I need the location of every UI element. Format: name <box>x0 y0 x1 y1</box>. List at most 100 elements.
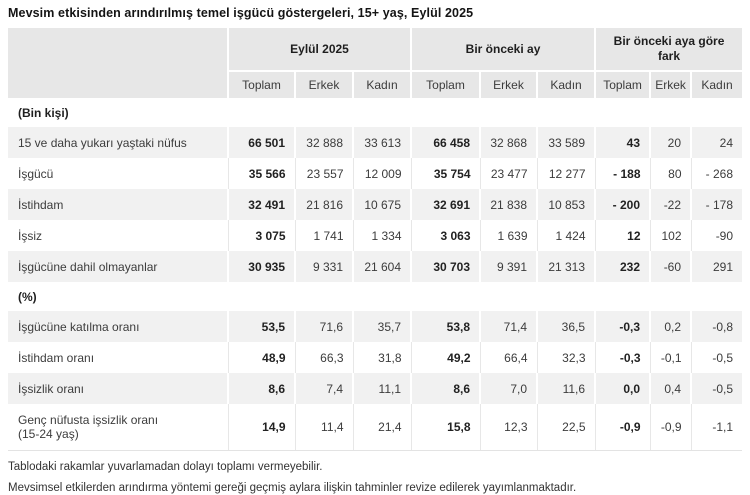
row-label: 15 ve daha yukarı yaştaki nüfus <box>18 135 187 150</box>
value-cell: 48,9 <box>227 342 295 373</box>
value-cell: 8,6 <box>227 373 295 404</box>
value-cell: 23 557 <box>294 158 353 189</box>
value-cell: -0,8 <box>690 311 743 342</box>
table-row: İstihdam oranı 48,9 66,3 31,8 49,2 66,4 32,3 -0… <box>8 342 743 373</box>
value-cell: 10 675 <box>351 189 412 220</box>
value-cell: 66,4 <box>479 342 538 373</box>
value-cell: 30 703 <box>410 251 481 282</box>
sub-header-2-1: Erkek <box>649 70 692 98</box>
value-cell: 35 754 <box>410 158 481 189</box>
value-cell: 53,8 <box>410 311 481 342</box>
value-cell: 23 477 <box>479 158 538 189</box>
value-cell: 21 604 <box>351 251 412 282</box>
value-cell: - 268 <box>690 158 743 189</box>
value-cell: -0,1 <box>649 342 692 373</box>
table-row: İşsiz 3 075 1 741 1 334 3 063 1 639 1 424 12 102… <box>8 220 743 251</box>
row-label: İstihdam oranı <box>18 350 95 365</box>
value-cell: 1 424 <box>536 220 596 251</box>
value-cell: -0,9 <box>649 404 692 451</box>
value-cell: 21 313 <box>536 251 596 282</box>
value-cell: 8,6 <box>410 373 481 404</box>
value-cell: 9 331 <box>294 251 353 282</box>
value-cell: 49,2 <box>410 342 481 373</box>
row-label: Genç nüfusta işsizlik oranı (15-24 yaş) <box>8 404 228 451</box>
value-cell: -0,9 <box>594 404 651 451</box>
row-label: İşsiz <box>18 228 42 243</box>
value-cell: 7,4 <box>294 373 353 404</box>
value-cell: 3 075 <box>227 220 295 251</box>
value-cell: 12 277 <box>536 158 596 189</box>
value-cell: 32 888 <box>294 127 353 158</box>
value-cell: -0,5 <box>690 342 743 373</box>
value-cell: 20 <box>649 127 692 158</box>
sub-header-0-2: Kadın <box>351 70 412 98</box>
table-row: İstihdam 32 491 21 816 10 675 32 691 21 838 10… <box>8 189 743 220</box>
value-cell: 9 391 <box>479 251 538 282</box>
value-cell: 21,4 <box>352 404 412 451</box>
group-header-0: Eylül 2025 <box>226 28 412 71</box>
value-cell: 32 491 <box>227 189 295 220</box>
value-cell: 35,7 <box>351 311 412 342</box>
value-cell: 32 691 <box>410 189 481 220</box>
value-cell: 11,6 <box>536 373 596 404</box>
value-cell: 22,5 <box>536 404 596 451</box>
sub-header-0-0: Toplam <box>227 70 295 98</box>
value-cell: 14,9 <box>227 404 295 451</box>
row-sublabel: (15-24 yaş) <box>18 427 79 441</box>
value-cell: 31,8 <box>352 342 412 373</box>
section-header-row: (%) <box>8 282 743 311</box>
row-label: İstihdam <box>18 197 64 212</box>
value-cell: 66 501 <box>227 127 295 158</box>
value-cell: 35 566 <box>227 158 295 189</box>
table-row: İşgücüne dahil olmayanlar 30 935 9 331 21 6… <box>8 251 743 282</box>
section-header-row: (Bin kişi) <box>8 98 743 127</box>
value-cell: 53,5 <box>227 311 295 342</box>
row-label: İşsizlik oranı <box>18 381 85 396</box>
value-cell: 11,4 <box>294 404 353 451</box>
value-cell: 1 334 <box>352 220 412 251</box>
value-cell: 43 <box>594 127 651 158</box>
value-cell: 33 589 <box>536 127 596 158</box>
sub-header-1-0: Toplam <box>410 70 481 98</box>
corner-header-cell <box>8 28 228 98</box>
table-row: Genç nüfusta işsizlik oranı (15-24 yaş) 14… <box>8 404 743 451</box>
value-cell: 71,6 <box>294 311 353 342</box>
value-cell: -60 <box>649 251 692 282</box>
value-cell: -22 <box>649 189 692 220</box>
page-title: Mevsim etkisinden arındırılmış temel işg… <box>8 6 474 20</box>
value-cell: - 200 <box>594 189 651 220</box>
value-cell: 21 816 <box>294 189 353 220</box>
value-cell: 291 <box>690 251 743 282</box>
labor-indicators-table: Eylül 2025 Bir önceki ay Bir önceki aya gö… <box>8 28 743 451</box>
table-row: İşsizlik oranı 8,6 7,4 11,1 8,6 7,0 11,6 0,0 0,4… <box>8 373 743 404</box>
table-row: İşgücüne katılma oranı 53,5 71,6 35,7 53,8 71… <box>8 311 743 342</box>
value-cell: 71,4 <box>479 311 538 342</box>
sub-header-2-0: Toplam <box>594 70 651 98</box>
value-cell: 3 063 <box>410 220 481 251</box>
value-cell: 232 <box>594 251 651 282</box>
value-cell: 32,3 <box>536 342 596 373</box>
group-header-1: Bir önceki ay <box>410 28 596 71</box>
sub-header-0-1: Erkek <box>294 70 353 98</box>
value-cell: -1,1 <box>690 404 743 451</box>
value-cell: 66,3 <box>294 342 353 373</box>
value-cell: 15,8 <box>410 404 481 451</box>
sub-header-1-1: Erkek <box>479 70 538 98</box>
row-label: İşgücüne katılma oranı <box>18 319 140 334</box>
row-label: İşgücü <box>18 166 54 181</box>
value-cell: 0,0 <box>594 373 651 404</box>
table-body: (Bin kişi) 15 ve daha yukarı yaştaki nüfu… <box>8 98 743 451</box>
value-cell: 0,4 <box>649 373 692 404</box>
value-cell: -0,3 <box>594 311 651 342</box>
value-cell: 80 <box>649 158 692 189</box>
footnote-revision: Mevsimsel etkilerden arındırma yöntemi g… <box>8 482 577 494</box>
value-cell: 0,2 <box>649 311 692 342</box>
value-cell: 21 838 <box>479 189 538 220</box>
value-cell: 32 868 <box>479 127 538 158</box>
header-sub-row: Toplam Erkek Kadın Toplam Erkek Kadın Toplam Er… <box>8 70 743 98</box>
value-cell: 30 935 <box>227 251 295 282</box>
value-cell: 12,3 <box>479 404 538 451</box>
header-group-row: Eylül 2025 Bir önceki ay Bir önceki aya gö… <box>8 28 743 98</box>
value-cell: -90 <box>690 220 743 251</box>
value-cell: - 188 <box>594 158 651 189</box>
